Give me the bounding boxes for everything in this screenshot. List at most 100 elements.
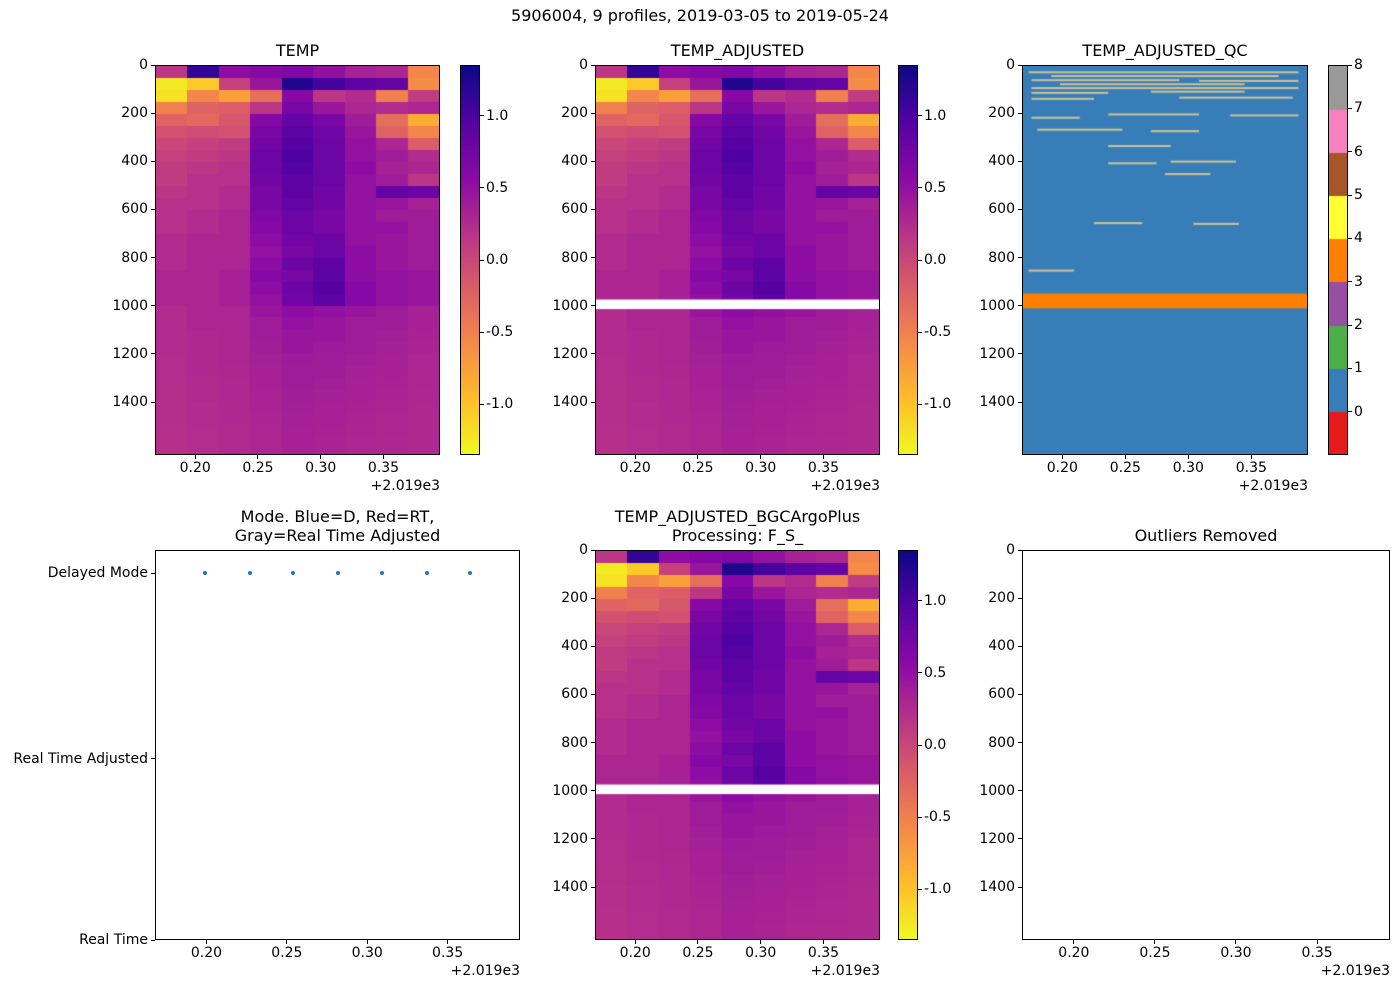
x-tick-mark bbox=[634, 455, 636, 459]
subplot-temp-adjusted-qc: TEMP_ADJUSTED_QC +2.019e3 0.20 0.25 0.30 0.… bbox=[979, 41, 1308, 494]
y-tick-label: 800 bbox=[988, 249, 1015, 266]
x-tick-mark bbox=[1187, 455, 1189, 459]
y-tick-mark bbox=[1018, 693, 1022, 695]
y-tick-label: 200 bbox=[561, 105, 588, 122]
subplot-temp-adjusted-title: TEMP_ADJUSTED bbox=[670, 41, 805, 60]
y-tick-label: 600 bbox=[988, 201, 1015, 218]
y-tick-label: 1400 bbox=[552, 394, 588, 411]
colorbar-tick-label: 8 bbox=[1354, 57, 1363, 73]
colorbar-tick-label: 1 bbox=[1354, 360, 1363, 377]
x-tick-mark bbox=[1250, 455, 1252, 459]
y-tick-mark bbox=[1018, 742, 1022, 744]
mode-category-label: Real Time Adjusted bbox=[13, 750, 148, 767]
y-tick-label: 1000 bbox=[112, 297, 148, 314]
x-tick-mark bbox=[1235, 940, 1237, 944]
colorbar-tick-label: -1.0 bbox=[924, 396, 952, 413]
x-tick-mark bbox=[760, 940, 762, 944]
y-tick-label: 1400 bbox=[979, 879, 1015, 896]
colorbar-qc: 0 1 2 3 4 5 6 7 8 bbox=[1328, 57, 1363, 455]
colorbar-tick-label: -0.5 bbox=[924, 809, 952, 826]
outliers-axes-frame bbox=[1022, 550, 1390, 940]
colorbar-temp-adjusted-canvas bbox=[899, 66, 917, 454]
x-tick-mark bbox=[823, 455, 824, 459]
colorbar-tick-mark bbox=[1348, 107, 1352, 109]
x-tick-mark bbox=[320, 455, 322, 459]
colorbar-tick-label: 0.5 bbox=[924, 664, 947, 681]
subplot-bgc-title: TEMP_ADJUSTED_BGCArgoPlus Processing: F_… bbox=[614, 507, 861, 546]
y-tick-label: 1400 bbox=[979, 394, 1015, 411]
x-tick-mark bbox=[1316, 940, 1318, 944]
x-tick-label: 0.35 bbox=[432, 945, 464, 961]
y-tick-mark bbox=[151, 64, 155, 66]
colorbar-tick-mark bbox=[918, 816, 922, 818]
bgc-heatmap-canvas bbox=[596, 551, 879, 939]
subplot-temp: TEMP +2.019e3 0.20 0.25 0.30 0.35 0 200 400 600… bbox=[112, 41, 440, 494]
y-tick-mark bbox=[1018, 208, 1022, 210]
subplot-mode-title: Mode. Blue=D, Red=RT, Gray=Real Time Adj… bbox=[234, 507, 441, 546]
x-tick-mark bbox=[205, 940, 207, 944]
y-tick-label: 400 bbox=[988, 153, 1015, 170]
temp-x-offset-label: +2.019e3 bbox=[370, 478, 440, 494]
y-tick-label: 0 bbox=[1006, 57, 1015, 73]
colorbar-tick-label: 3 bbox=[1354, 273, 1363, 290]
colorbar-tick-mark bbox=[918, 672, 922, 674]
x-tick-label: 0.20 bbox=[1058, 945, 1090, 961]
y-tick-mark bbox=[151, 112, 155, 114]
colorbar-tick-mark bbox=[480, 187, 484, 189]
x-tick-mark bbox=[634, 940, 636, 944]
y-tick-mark bbox=[591, 160, 595, 162]
colorbar-tick-label: 1.0 bbox=[924, 107, 947, 124]
y-tick-mark bbox=[151, 353, 155, 355]
x-tick-mark bbox=[697, 455, 699, 459]
y-tick-label: 600 bbox=[561, 201, 588, 218]
colorbar-tick-label: 0 bbox=[1354, 403, 1363, 420]
y-tick-mark bbox=[1018, 305, 1022, 307]
colorbar-qc-canvas bbox=[1329, 66, 1347, 454]
y-tick-mark bbox=[1018, 112, 1022, 114]
y-tick-mark bbox=[591, 742, 595, 744]
y-tick-label: 800 bbox=[561, 249, 588, 266]
colorbar-bgc: 1.0 0.5 0.0 -0.5 -1.0 bbox=[898, 550, 951, 940]
y-tick-mark bbox=[591, 257, 595, 259]
colorbar-temp: 1.0 0.5 0.0 -0.5 -1.0 bbox=[460, 65, 513, 455]
y-tick-mark bbox=[591, 112, 595, 114]
x-tick-mark bbox=[286, 940, 288, 944]
colorbar-tick-mark bbox=[1348, 237, 1352, 239]
delayed-mode-point bbox=[247, 571, 252, 576]
x-tick-label: 0.30 bbox=[305, 460, 337, 476]
x-tick-label: 0.25 bbox=[682, 945, 714, 961]
figure-title: 5906004, 9 profiles, 2019-03-05 to 2019-… bbox=[511, 6, 889, 25]
colorbar-tick-mark bbox=[918, 259, 922, 261]
colorbar-tick-mark bbox=[480, 331, 484, 333]
y-tick-label: 600 bbox=[988, 686, 1015, 703]
y-tick-label: 0 bbox=[579, 542, 588, 558]
colorbar-tick-mark bbox=[480, 259, 484, 261]
y-tick-label: 800 bbox=[988, 734, 1015, 751]
x-tick-label: 0.20 bbox=[619, 945, 651, 961]
x-tick-label: 0.30 bbox=[1220, 945, 1252, 961]
y-tick-mark bbox=[591, 645, 595, 647]
temp-heatmap-canvas bbox=[156, 66, 439, 454]
x-tick-label: 0.30 bbox=[1172, 460, 1204, 476]
y-tick-mark bbox=[591, 838, 595, 840]
subplot-temp-adjusted: TEMP_ADJUSTED +2.019e3 0.20 0.25 0.30 0.35 0… bbox=[552, 41, 880, 494]
x-tick-label: 0.20 bbox=[179, 460, 211, 476]
qc-heatmap-canvas bbox=[1023, 66, 1307, 454]
x-tick-label: 0.25 bbox=[682, 460, 714, 476]
y-tick-mark bbox=[591, 549, 595, 551]
colorbar-tick-label: -0.5 bbox=[924, 324, 952, 341]
colorbar-tick-mark bbox=[918, 187, 922, 189]
y-tick-mark bbox=[151, 572, 155, 574]
y-tick-mark bbox=[151, 208, 155, 210]
y-tick-label: 0 bbox=[579, 57, 588, 73]
colorbar-tick-label: -1.0 bbox=[924, 881, 952, 898]
y-tick-label: 600 bbox=[121, 201, 148, 218]
colorbar-tick-mark bbox=[1348, 64, 1352, 66]
x-tick-mark bbox=[194, 455, 196, 459]
x-tick-label: 0.35 bbox=[807, 945, 840, 961]
bgc-x-offset-label: +2.019e3 bbox=[810, 963, 880, 979]
x-tick-label: 0.25 bbox=[1109, 460, 1141, 476]
y-tick-mark bbox=[1018, 401, 1022, 403]
colorbar-tick-mark bbox=[1348, 194, 1352, 196]
y-tick-mark bbox=[1018, 257, 1022, 259]
